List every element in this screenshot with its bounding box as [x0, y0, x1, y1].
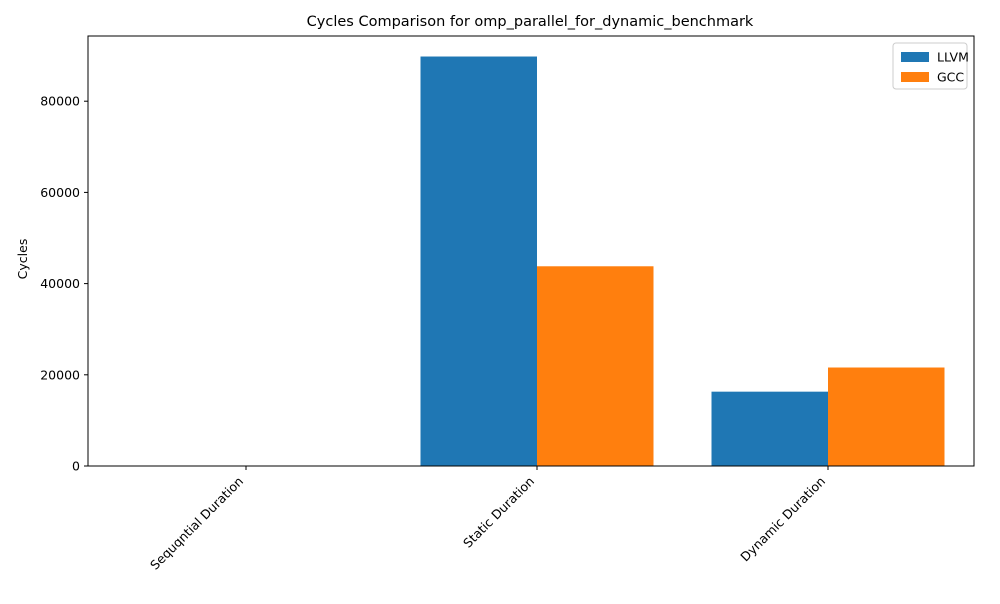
y-tick-label: 20000 [40, 367, 80, 382]
y-tick-label: 0 [72, 459, 80, 474]
bar-gcc-1 [537, 266, 654, 466]
y-axis-label: Cycles [15, 239, 30, 280]
bar-llvm-2 [711, 391, 828, 466]
y-tick-label: 40000 [40, 276, 80, 291]
legend-swatch-llvm [901, 52, 929, 62]
chart-title: Cycles Comparison for omp_parallel_for_d… [307, 14, 754, 30]
bars-group [420, 56, 945, 467]
bar-gcc-2 [828, 367, 945, 466]
plot-frame [87, 35, 975, 467]
legend-swatch-gcc [901, 72, 929, 82]
y-axis: 0 20000 40000 60000 80000 [40, 94, 88, 474]
bar-llvm-1 [420, 56, 537, 467]
legend-label-llvm: LLVM [937, 50, 969, 65]
legend-label-gcc: GCC [937, 70, 964, 85]
y-tick-label: 60000 [40, 185, 80, 200]
legend: LLVM GCC [892, 42, 969, 90]
y-tick-label: 80000 [40, 94, 80, 109]
